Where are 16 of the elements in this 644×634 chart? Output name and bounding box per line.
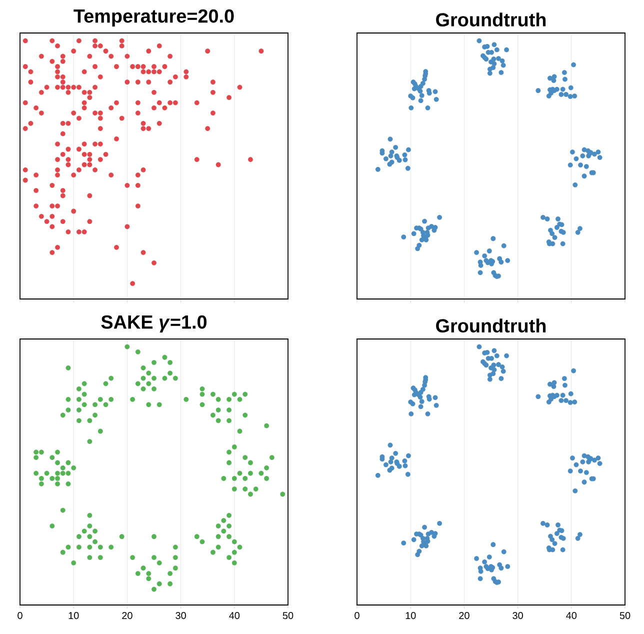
chart-title: Groundtruth [436, 12, 546, 26]
chart-title: Groundtruth [436, 318, 546, 333]
x-tick-label: 30 [176, 612, 186, 620]
x-tick-label: 50 [620, 612, 630, 620]
chart-title: Temperature=20.0 [74, 9, 234, 26]
x-tick-label: 0 [354, 612, 360, 620]
x-tick-label: 40 [566, 612, 577, 620]
x-tick-label: 20 [122, 612, 132, 620]
x-tick-label: 0 [18, 612, 22, 620]
chart-title: SAKE γ=1.0 [101, 315, 207, 332]
x-tick-label: 10 [68, 612, 79, 620]
x-tick-label: 20 [459, 612, 470, 620]
x-tick-label: 40 [229, 612, 240, 620]
x-tick-label: 50 [282, 612, 294, 620]
x-tick-label: 10 [406, 612, 416, 620]
x-tick-label: 30 [512, 612, 523, 620]
